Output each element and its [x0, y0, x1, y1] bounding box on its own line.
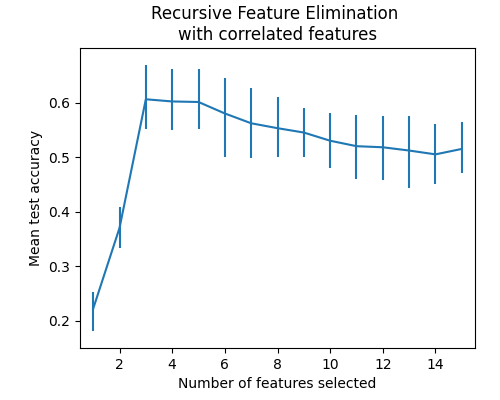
- Title: Recursive Feature Elimination 
with correlated features: Recursive Feature Elimination with corre…: [151, 5, 404, 44]
- X-axis label: Number of features selected: Number of features selected: [178, 377, 376, 391]
- Y-axis label: Mean test accuracy: Mean test accuracy: [28, 130, 42, 266]
